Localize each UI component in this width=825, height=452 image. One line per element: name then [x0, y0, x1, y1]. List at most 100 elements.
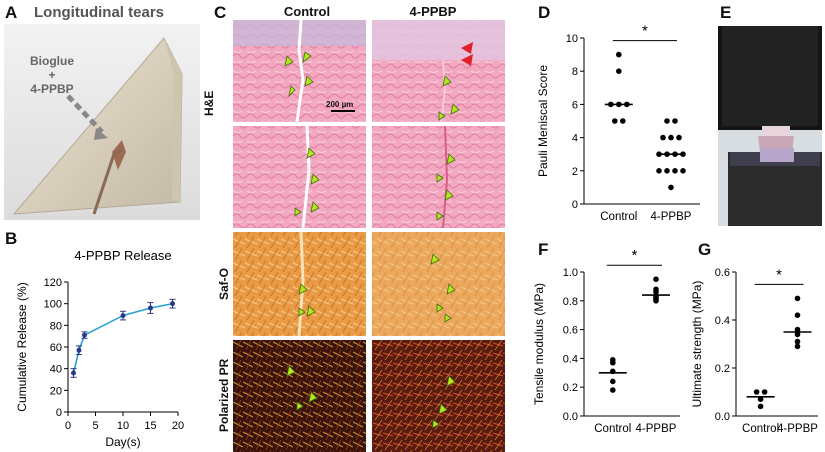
y-tick-label: 40: [50, 364, 62, 376]
panel-letter-c: C: [214, 3, 227, 22]
x-category-label: 4-PPBP: [651, 211, 692, 223]
data-point: [612, 118, 618, 124]
x-tick-label: 5: [92, 420, 98, 432]
y-axis-label: Cumulative Release (%): [15, 282, 29, 411]
y-tick-label: 80: [50, 320, 62, 332]
data-point: [668, 184, 674, 191]
y-tick-label: 6: [572, 99, 578, 111]
data-point: [794, 312, 801, 318]
y-tick-label: 100: [44, 299, 62, 311]
y-tick-label: 0.2: [715, 363, 730, 375]
x-tick-label: 20: [172, 420, 184, 432]
y-tick-label: 10: [566, 33, 578, 45]
x-tick-label: 15: [144, 420, 156, 432]
data-point: [794, 295, 801, 302]
meniscus-photo: [4, 24, 200, 220]
row-label-polarized: Polarized PR: [217, 358, 231, 432]
x-category-label: Control: [742, 423, 779, 435]
data-point: [757, 403, 764, 410]
y-tick-label: 8: [572, 66, 578, 78]
data-point: [660, 134, 666, 141]
green-arrowheads: [284, 51, 460, 429]
data-point: [653, 276, 659, 282]
x-category-label: Control: [594, 423, 631, 435]
data-point: [76, 347, 82, 353]
x-axis-label: Day(s): [105, 435, 140, 449]
data-point: [653, 289, 659, 295]
y-tick-label: 0.0: [563, 411, 578, 423]
safo-control: [233, 231, 366, 337]
annotation-line-1: Bioglue: [30, 54, 74, 68]
panel-a-title: Longitudinal tears: [34, 4, 165, 21]
annotation-line-3: 4-PPBP: [30, 82, 74, 96]
x-category-label: 4-PPBP: [777, 423, 818, 435]
y-tick-label: 0.0: [715, 411, 730, 423]
y-axis-label: Pauli Meniscal Score: [536, 65, 550, 177]
data-point: [676, 134, 682, 141]
data-point: [82, 332, 87, 338]
col-label-control: Control: [283, 4, 331, 19]
data-point: [170, 301, 175, 307]
data-point: [794, 343, 801, 350]
data-point: [753, 389, 760, 395]
data-point: [148, 305, 153, 311]
y-tick-label: 0.4: [563, 353, 578, 365]
y-tick-label: 0: [56, 407, 62, 419]
chart-title: 4-PPBP Release: [74, 248, 171, 263]
panel-letter-a: A: [5, 3, 18, 22]
y-tick-label: 0.6: [715, 267, 730, 279]
col-label-4ppbp: 4-PPBP: [409, 4, 457, 19]
annotation-line-2: +: [48, 68, 56, 82]
data-point: [120, 313, 126, 319]
x-category-label: 4-PPBP: [636, 423, 677, 435]
data-point: [757, 396, 764, 402]
significance-marker: *: [642, 23, 648, 40]
data-point: [680, 168, 686, 174]
tensile-test-photo: [718, 26, 822, 226]
data-point: [616, 68, 622, 74]
panel-letter-d: D: [538, 3, 551, 22]
data-point: [620, 118, 626, 124]
pr-control: [233, 340, 366, 452]
safo-4ppbp: [372, 232, 505, 336]
y-axis-label: Ultimate strength (MPa): [690, 281, 704, 408]
data-point: [610, 359, 616, 366]
row-label-safo: Saf-O: [217, 267, 231, 300]
pauli-score-chart: 0 2 4 6 8 10 Control 4-PPBP Pauli Meniscal Score…: [536, 23, 700, 223]
y-tick-label: 0: [572, 199, 578, 211]
he-control-top: [233, 20, 366, 123]
significance-marker: *: [776, 266, 782, 283]
data-point: [672, 168, 678, 174]
y-tick-label: 0.6: [563, 325, 578, 337]
y-tick-label: 0.8: [563, 296, 578, 308]
y-tick-label: 120: [44, 277, 62, 289]
y-tick-label: 4: [572, 133, 578, 145]
y-tick-label: 20: [50, 385, 62, 397]
data-point: [672, 118, 678, 124]
y-tick-label: 60: [50, 342, 62, 354]
pr-4ppbp: [372, 340, 505, 452]
panel-letter-b: B: [5, 229, 18, 248]
y-tick-label: 0.2: [563, 382, 578, 394]
scale-bar-label: 200 µm: [326, 100, 354, 109]
tensile-modulus-chart: 0.0 0.2 0.4 0.6 0.8 1.0 Control 4-PPBP Tensile m…: [532, 250, 680, 435]
data-point: [668, 134, 674, 141]
he-4ppbp-top: [372, 20, 505, 123]
data-point: [71, 370, 76, 376]
data-point: [761, 389, 768, 395]
bioglue-annotation: Bioglue + 4-PPBP: [24, 54, 80, 96]
x-tick-label: 0: [65, 420, 71, 432]
panel-letter-f: F: [538, 240, 549, 259]
y-tick-label: 0.4: [715, 315, 730, 327]
x-tick-label: 10: [117, 420, 129, 432]
data-point: [610, 387, 616, 393]
release-chart: 4-PPBP Release 0 20 40 60 80 100 120 0 5 10 15 20 Day…: [15, 248, 184, 449]
y-axis-label: Tensile modulus (MPa): [532, 283, 546, 405]
panel-letter-g: G: [698, 240, 712, 259]
row-label-he: H&E: [202, 90, 216, 116]
histology-grid: [233, 20, 505, 452]
significance-marker: *: [631, 250, 637, 264]
data-point: [664, 118, 670, 124]
data-point: [616, 51, 622, 58]
